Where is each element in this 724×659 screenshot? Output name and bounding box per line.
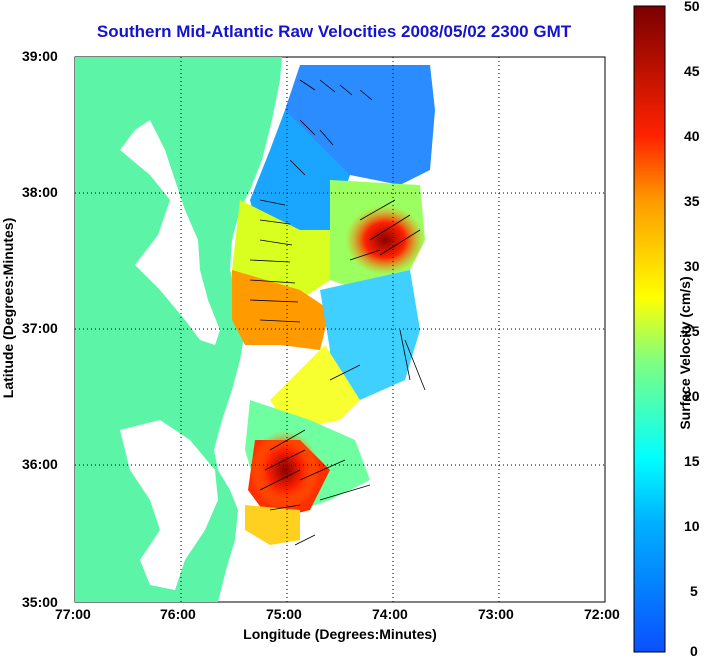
y-tick: 36:00 <box>22 456 58 472</box>
y-tick: 38:00 <box>22 184 58 200</box>
colorbar-tick: 10 <box>684 518 700 534</box>
y-tick: 37:00 <box>22 320 58 336</box>
sound-water <box>120 420 218 590</box>
velocity-vectors <box>249 79 426 546</box>
grid-lines <box>75 57 605 602</box>
colorbar-tick: 35 <box>684 193 700 209</box>
colorbar-tick: 15 <box>684 453 700 469</box>
y-tick: 35:00 <box>22 594 58 610</box>
colorbar-tick: 25 <box>684 323 700 339</box>
colorbar-tick: 5 <box>690 583 698 599</box>
colorbar <box>633 5 666 653</box>
x-tick: 74:00 <box>372 606 408 622</box>
colorbar-tick: 30 <box>684 258 700 274</box>
colorbar-tick: 50 <box>684 0 700 14</box>
x-tick: 75:00 <box>266 606 302 622</box>
colorbar-tick: 20 <box>684 388 700 404</box>
colorbar-tick: 45 <box>684 63 700 79</box>
x-tick: 77:00 <box>55 606 91 622</box>
map-title: Southern Mid-Atlantic Raw Velocities 200… <box>96 22 572 41</box>
x-tick: 73:00 <box>478 606 514 622</box>
colorbar-tick: 40 <box>684 128 700 144</box>
colorbar-tick: 0 <box>690 643 698 659</box>
x-tick: 72:00 <box>584 606 620 622</box>
chesapeake-bay <box>120 120 220 345</box>
y-axis-label: Latitude (Degrees:Minutes) <box>0 217 16 399</box>
x-axis-label: Longitude (Degrees:Minutes) <box>243 626 437 642</box>
land-mass <box>75 57 282 602</box>
colorbar-label: Surface Velocity (cm/s) <box>677 276 693 430</box>
y-tick: 39:00 <box>22 48 58 64</box>
x-tick: 76:00 <box>160 606 196 622</box>
